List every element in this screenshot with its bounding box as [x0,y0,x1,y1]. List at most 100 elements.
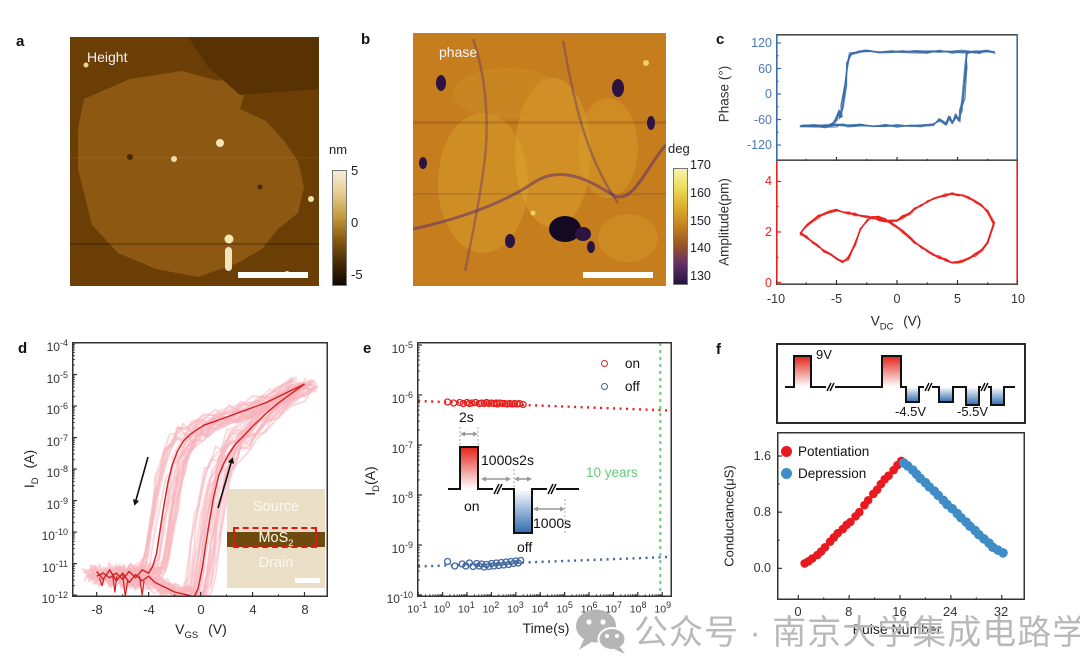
tick-label: -5 [351,267,363,282]
afm-phase-image: phase [413,33,666,286]
tick-label: -10 [766,292,786,306]
on-marker-icon [601,360,608,367]
phase-image-label: phase [439,44,478,60]
pulse-x-tick-labels: 0 8 16 24 32 [773,604,1026,619]
tick-label: 10-10 [41,527,68,543]
scale-bar [295,578,320,583]
vgs-x-axis-label: VGS (V) [175,621,227,641]
tick-label: 104 [531,600,549,616]
tick-label: 2 [765,225,772,239]
panel-a-label: a [16,33,25,50]
vgs-label-base: V [175,621,185,638]
conductance-y-axis-label: Conductance(μS) [721,465,737,567]
mos2-label-sub: 2 [288,537,294,549]
legend-item-depression: Depression [781,462,869,484]
negative-pulse-2-label: -5.5V [957,404,989,419]
legend-on-label: on [625,356,641,371]
colorbar-a-ticks: 5 0 -5 [351,162,375,284]
tick-label: 10-5 [391,340,413,356]
legend-depression-label: Depression [798,465,867,481]
colorbar-b-ticks: 170 160 150 140 130 [690,156,718,285]
panel-e-label: e [363,340,372,357]
height-colorbar [332,170,347,286]
tick-label: 106 [580,600,598,616]
interval-label: 1000s [481,452,520,468]
afm-height-texture [70,37,319,286]
watermark-text: 公众号 · 南京大学集成电路学院 [634,614,1080,652]
tick-label: 0 [893,292,901,306]
tick-label: 130 [690,269,711,283]
retention-ylabel-base: I [362,491,379,496]
tick-label: 100 [433,600,451,616]
drain-label: Drain [258,555,294,571]
off-state-label: off [517,539,533,555]
tick-label: 0 [794,604,802,619]
off-marker-icon [601,383,608,390]
tick-label: -4 [143,602,155,617]
transfer-curves-chart [72,342,328,597]
id-label-sub: D [29,477,41,485]
tick-label: 103 [507,600,524,616]
colorbar-b-unit: deg [668,141,690,156]
colorbar-a-unit: nm [329,142,348,157]
tick-label: 4 [765,174,772,188]
tick-label: 8 [845,604,853,619]
depression-marker-icon [781,467,792,479]
tick-label: 5 [351,163,359,178]
potentiation-marker-icon [781,445,792,457]
mos2-label: MoS2 [227,530,325,549]
amplitude-y-axis-label: Amplitude(pm) [716,178,732,266]
tick-label: 0.8 [753,505,771,519]
conductance-legend: Potentiation Depression [781,440,869,484]
tick-label: 10-6 [391,390,413,406]
vdc-x-tick-labels: -10 -5 0 5 10 [746,292,1048,306]
source-label: Source [253,499,299,515]
vdc-label-base: V [870,313,880,329]
vdc-label-unit: (V) [903,313,922,329]
retention-chart [417,342,672,597]
ten-years-annotation: 10 years [586,465,638,480]
tick-label: 0 [765,276,772,290]
phase-y-axis-label: Phase (°) [716,65,732,123]
legend-off-label: off [625,379,640,394]
legend-item-potentiation: Potentiation [781,440,869,462]
tick-label: 140 [690,241,711,256]
mos2-channel-band [227,532,325,547]
id-label-unit: (A) [21,449,38,469]
legend-item-on: on [601,352,640,375]
tick-label: 0 [351,215,359,230]
off-pulse-width-label: 2s [519,452,534,468]
panel-c-label: c [716,31,725,48]
tick-label: 4 [249,602,257,617]
height-image-label: Height [87,49,128,65]
panel-f-label: f [716,341,721,358]
tick-label: 32 [993,604,1009,619]
tick-label: 10-8 [391,490,413,506]
retention-ylabel-unit: (A) [362,466,379,485]
tick-label: 16 [892,604,907,619]
device-optical-inset: Source MoS2 Drain [227,489,325,588]
conductance-chart [777,432,1025,600]
vdc-label-sub: DC [879,321,894,333]
tick-label: 10-7 [46,432,68,449]
amplitude-butterfly-chart [776,161,1018,285]
scale-bar [238,272,308,278]
phase-colorbar [673,168,688,285]
tick-label: 10-9 [391,540,413,556]
tick-label: 0.0 [753,561,771,575]
tick-label: -8 [91,602,103,617]
retention-y-axis-label: ID(A) [362,466,382,495]
vgs-label-unit: (V) [208,621,227,638]
tick-label: 105 [556,600,573,616]
tick-label: 10-8 [46,464,68,480]
tick-label: 120 [751,36,772,50]
tick-label: 108 [629,600,647,616]
vgs-x-tick-labels: -8 -4 0 4 8 [71,602,331,617]
panel-d-label: d [18,340,28,357]
tick-label: 0 [765,87,772,101]
tick-label: 102 [482,600,500,616]
tick-label: 1.6 [753,449,771,463]
phase-hysteresis-chart [776,34,1018,161]
vgs-label-sub: GS [184,629,199,641]
afm-phase-texture [413,33,666,286]
